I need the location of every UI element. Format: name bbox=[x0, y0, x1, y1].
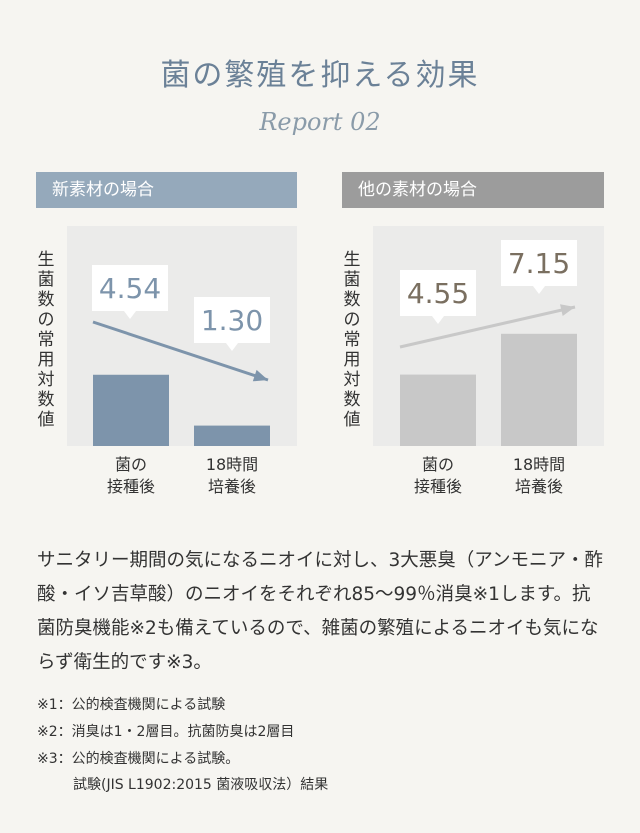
xlabel-line: 18時間 bbox=[205, 455, 259, 474]
callout-box-0-1 bbox=[194, 297, 270, 343]
xlabel-line: 培養後 bbox=[514, 477, 563, 496]
chart-left-ylabel: 生菌数の常用対数値 bbox=[37, 250, 55, 430]
footnote-1: ※1：公的検査機関による試験 bbox=[37, 697, 226, 713]
callout-pointer-1-1 bbox=[533, 286, 545, 294]
xlabel-line: 18時間 bbox=[512, 455, 566, 474]
footnote-3: ※3：公的検査機関による試験。 bbox=[37, 751, 240, 767]
xlabel-line: 菌の bbox=[421, 455, 454, 474]
bar-0-1 bbox=[194, 425, 270, 446]
xlabel-line: 接種後 bbox=[413, 477, 462, 496]
data-label-1-0: 4.55 bbox=[407, 277, 469, 310]
bar-1-0 bbox=[400, 374, 476, 446]
description-paragraph: サニタリー期間の気になるニオイに対し、3大悪臭（アンモニア・酢酸・イソ吉草酸）の… bbox=[37, 550, 604, 673]
chart-right-header: 他の素材の場合 bbox=[342, 172, 604, 208]
page-title: 菌の繁殖を抑える効果 bbox=[160, 58, 480, 93]
xlabel-line: 接種後 bbox=[106, 477, 155, 496]
trend-arrowhead-0 bbox=[252, 369, 268, 382]
chart-left-xlabel-1: 菌の 接種後 bbox=[76, 454, 186, 498]
data-label-0-0: 4.54 bbox=[99, 272, 161, 305]
chart-right-xlabel-1: 菌の 接種後 bbox=[383, 454, 493, 498]
report-subtitle: Report 02 bbox=[259, 108, 381, 136]
chart-right-xlabel-2: 18時間 培養後 bbox=[484, 454, 594, 498]
trend-arrowhead-1 bbox=[560, 304, 575, 316]
bar-0-0 bbox=[93, 374, 169, 446]
callout-pointer-0-0 bbox=[124, 311, 136, 319]
footnote-3-detail: 試験(JIS L1902:2015 菌液吸収法）結果 bbox=[73, 777, 329, 793]
data-label-0-1: 1.30 bbox=[201, 304, 263, 337]
chart-left-header: 新素材の場合 bbox=[36, 172, 297, 208]
xlabel-line: 菌の bbox=[114, 455, 147, 474]
chart-right-ylabel: 生菌数の常用対数値 bbox=[343, 250, 361, 430]
trend-arrow-1 bbox=[399, 305, 576, 349]
trend-arrow-0 bbox=[92, 320, 269, 382]
xlabel-line: 培養後 bbox=[207, 477, 256, 496]
callout-box-0-0 bbox=[92, 265, 168, 311]
data-label-1-1: 7.15 bbox=[508, 247, 570, 280]
callout-pointer-0-1 bbox=[226, 343, 238, 351]
bar-1-1 bbox=[501, 333, 577, 446]
chart-left-xlabel-2: 18時間 培養後 bbox=[177, 454, 287, 498]
footnote-2: ※2：消臭は1・2層目。抗菌防臭は2層目 bbox=[37, 724, 295, 740]
callout-box-1-1 bbox=[501, 240, 577, 286]
callout-pointer-1-0 bbox=[432, 316, 444, 324]
callout-box-1-0 bbox=[400, 270, 476, 316]
